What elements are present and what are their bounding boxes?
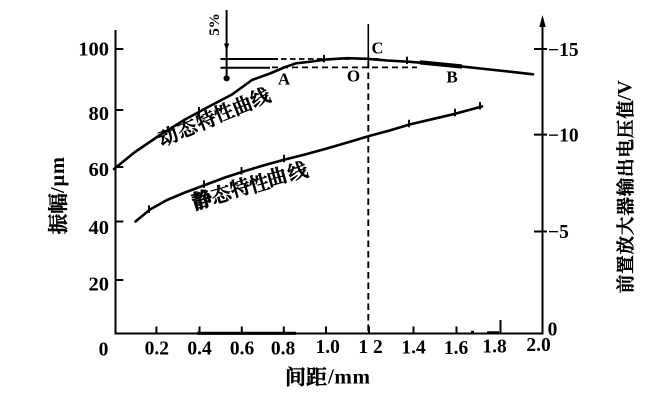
svg-text:1 2: 1 2	[358, 337, 382, 358]
svg-text:−10: −10	[548, 126, 579, 147]
svg-text:100: 100	[78, 39, 109, 61]
svg-text:/mm: /mm	[327, 365, 371, 389]
svg-text:1.4: 1.4	[401, 338, 426, 359]
svg-text:20: 20	[89, 274, 110, 296]
svg-text:−5: −5	[548, 222, 569, 243]
svg-text:0: 0	[99, 340, 109, 361]
svg-text:0.4: 0.4	[187, 339, 212, 360]
svg-text:5%: 5%	[207, 13, 223, 36]
svg-text:80: 80	[89, 103, 110, 125]
svg-text:1.6: 1.6	[444, 338, 469, 359]
svg-text:/μm: /μm	[47, 156, 69, 194]
svg-text:−15: −15	[548, 40, 579, 61]
svg-text:C: C	[372, 38, 384, 57]
svg-text:B: B	[446, 67, 457, 86]
svg-text:60: 60	[89, 159, 110, 181]
svg-text:0.6: 0.6	[230, 339, 255, 360]
svg-text:40: 40	[89, 217, 110, 239]
svg-text:1.0: 1.0	[316, 337, 340, 358]
svg-text:2.0: 2.0	[526, 335, 550, 356]
svg-text:/V: /V	[614, 80, 636, 102]
svg-text:A: A	[278, 70, 291, 89]
svg-text:0: 0	[548, 320, 558, 341]
svg-text:0.8: 0.8	[271, 339, 296, 360]
svg-text:O: O	[347, 66, 360, 85]
svg-text:0.2: 0.2	[145, 339, 169, 360]
svg-text:1.8: 1.8	[482, 337, 507, 358]
